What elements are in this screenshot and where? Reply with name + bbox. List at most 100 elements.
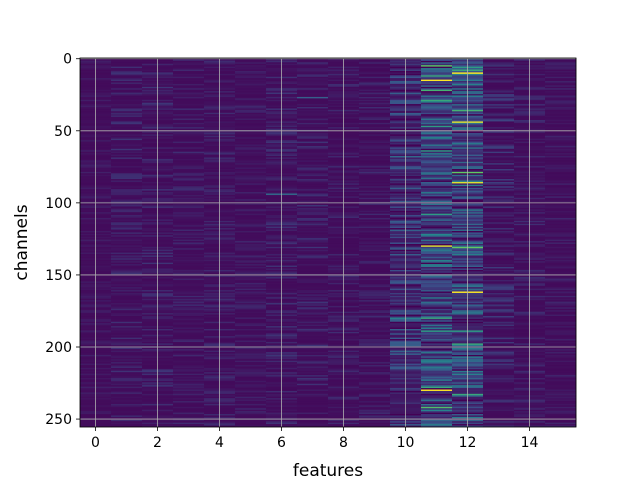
heatmap-cell: [235, 141, 267, 144]
heatmap-cell: [421, 137, 453, 139]
heatmap-cell: [235, 144, 267, 147]
heatmap-cell: [297, 145, 329, 148]
heatmap-cell: [483, 228, 515, 230]
heatmap-cell: [483, 88, 515, 90]
heatmap-cell: [545, 179, 577, 181]
heatmap-cell: [483, 194, 515, 197]
heatmap-cell: [297, 256, 329, 259]
heatmap-cell: [297, 402, 329, 405]
heatmap-cell: [111, 372, 143, 374]
heatmap-cell: [359, 242, 391, 245]
heatmap-cell: [545, 177, 577, 180]
heatmap-cell: [297, 324, 329, 327]
heatmap-cell: [297, 343, 329, 345]
heatmap-cell: [111, 60, 143, 63]
heatmap-cell: [235, 194, 267, 197]
heatmap-cell: [483, 365, 515, 367]
heatmap-cell: [297, 215, 329, 217]
heatmap-cell: [421, 323, 453, 325]
heatmap-cell: [111, 415, 143, 418]
heatmap-cell: [111, 161, 143, 164]
heatmap-cell: [421, 316, 453, 318]
heatmap-cell: [359, 422, 391, 425]
heatmap-cell: [545, 92, 577, 95]
heatmap-cell: [111, 108, 143, 111]
heatmap-cell: [483, 303, 515, 305]
heatmap-cell: [483, 115, 515, 118]
heatmap-cell: [421, 225, 453, 227]
heatmap-cell: [421, 189, 453, 191]
heatmap-cell: [359, 166, 391, 168]
heatmap-cell: [235, 193, 267, 196]
heatmap-cell: [421, 344, 453, 347]
heatmap-cell: [359, 363, 391, 366]
heatmap-cell: [421, 285, 453, 288]
heatmap-cell: [483, 294, 515, 296]
heatmap-cell: [297, 307, 329, 309]
heatmap-cell: [359, 303, 391, 305]
heatmap-cell: [111, 145, 143, 148]
heatmap-cell: [359, 252, 391, 255]
heatmap-cell: [483, 321, 515, 324]
heatmap-cell: [483, 406, 515, 409]
heatmap-cell: [483, 63, 515, 66]
heatmap-cell: [235, 235, 267, 237]
heatmap-cell: [173, 425, 205, 428]
heatmap-cell: [173, 166, 205, 168]
heatmap-cell: [297, 78, 329, 80]
heatmap-cell: [359, 95, 391, 98]
heatmap-cell: [359, 357, 391, 360]
heatmap-cell: [235, 321, 267, 324]
heatmap-cell: [545, 153, 577, 155]
heatmap-cell: [297, 192, 329, 194]
heatmap-cell: [173, 59, 205, 62]
heatmap-cell: [421, 424, 453, 426]
heatmap-cell: [111, 160, 143, 162]
heatmap-cell: [359, 236, 391, 239]
heatmap-cell: [421, 218, 453, 220]
heatmap-cell: [359, 177, 391, 180]
heatmap-cell: [297, 421, 329, 423]
heatmap-cell: [421, 409, 453, 412]
heatmap-cell: [111, 349, 143, 351]
heatmap-cell: [297, 242, 329, 245]
heatmap-cell: [421, 128, 453, 131]
heatmap-cell: [297, 186, 329, 188]
heatmap-cell: [297, 70, 329, 73]
heatmap-cell: [359, 327, 391, 330]
heatmap-cell: [111, 282, 143, 285]
heatmap-cell: [421, 317, 453, 320]
heatmap-cell: [483, 121, 515, 124]
heatmap-cell: [111, 269, 143, 272]
heatmap-cell: [111, 86, 143, 89]
heatmap-cell: [483, 232, 515, 234]
heatmap-cell: [235, 278, 267, 281]
heatmap-cell: [545, 303, 577, 305]
heatmap-cell: [297, 383, 329, 386]
heatmap-cell: [421, 207, 453, 210]
heatmap-cell: [545, 284, 577, 286]
heatmap-cell: [483, 377, 515, 380]
heatmap-cell: [111, 228, 143, 230]
heatmap-cell: [297, 193, 329, 196]
heatmap-cell: [359, 62, 391, 64]
heatmap-cell: [235, 96, 267, 99]
heatmap-cell: [545, 367, 577, 370]
heatmap-cell: [173, 99, 205, 102]
heatmap-cell: [483, 245, 515, 247]
heatmap-cell: [173, 275, 205, 278]
heatmap-cell: [297, 331, 329, 334]
heatmap-cell: [421, 68, 453, 70]
heatmap-cell: [173, 269, 205, 272]
heatmap-cell: [173, 248, 205, 250]
heatmap-cell: [173, 209, 205, 211]
heatmap-cell: [421, 147, 453, 149]
heatmap-cell: [235, 350, 267, 353]
heatmap-cell: [173, 122, 205, 125]
heatmap-cell: [173, 69, 205, 72]
heatmap-cell: [111, 398, 143, 400]
heatmap-cell: [359, 200, 391, 203]
heatmap-cell: [421, 62, 453, 64]
heatmap-cell: [297, 285, 329, 288]
heatmap-cell: [297, 376, 329, 379]
